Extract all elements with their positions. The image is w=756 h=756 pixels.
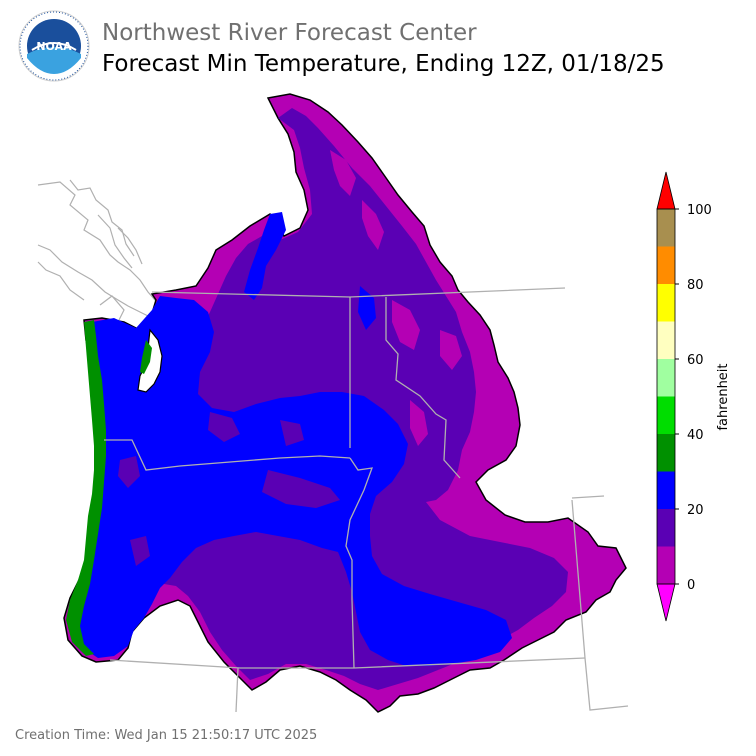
region-30-40 [66,320,106,656]
colorbar-bin [657,546,675,584]
noaa-logo-text: NOAA [36,40,72,53]
colorbar-bin [657,321,675,359]
colorbar-tick-label: 0 [687,578,695,593]
org-name: Northwest River Forecast Center [102,20,477,46]
colorbar-ticks: 100 80 60 40 20 0 [675,203,712,593]
colorbar-bin [657,396,675,434]
colorbar-label: fahrenheit [716,363,731,430]
colorbar-bins [657,209,675,584]
colorbar-bin [657,246,675,284]
colorbar-under-arrow [656,583,676,622]
colorbar-bin [657,434,675,472]
colorbar-bin [657,359,675,397]
colorbar-bin [657,509,675,547]
noaa-logo: NOAA [18,10,90,82]
colorbar-bin [657,209,675,247]
map-title: Forecast Min Temperature, Ending 12Z, 01… [102,51,665,77]
colorbar-tick-label: 80 [687,278,704,293]
colorbar-bin [657,284,675,322]
colorbar-bin [657,471,675,509]
colorbar-tick-label: 20 [687,503,704,518]
state-boundaries [104,287,629,713]
creation-time: Creation Time: Wed Jan 15 21:50:17 UTC 2… [15,728,318,743]
colorbar-tick-label: 40 [687,428,704,443]
colorbar-tick-label: 60 [687,353,704,368]
colorbar-over-arrow [656,171,676,210]
colorbar-tick-label: 100 [687,203,712,218]
